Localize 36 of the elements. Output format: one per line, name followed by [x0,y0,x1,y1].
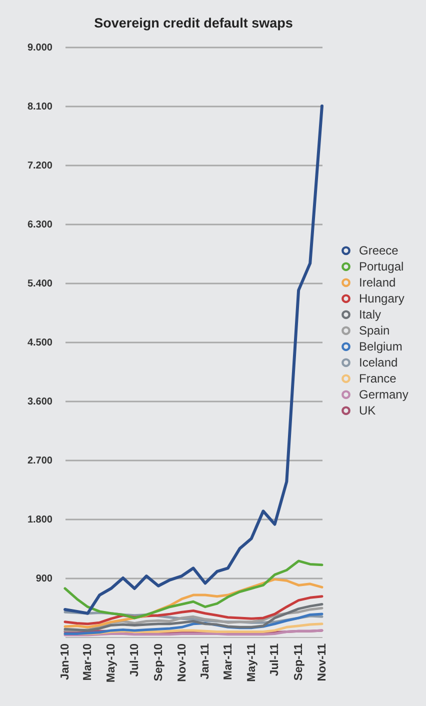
y-tick-label: 1.800 [27,514,53,526]
legend-label: Portugal [359,260,404,274]
x-tick-label: Mar-11 [222,642,234,680]
x-tick-label: Sep-11 [293,642,306,681]
x-tick-label: Sep-10 [152,644,165,682]
x-tick-label: May-11 [246,642,258,682]
legend-label: Belgium [359,340,402,354]
legend-label: Hungary [359,292,404,306]
y-tick-label: 8.100 [27,102,53,112]
x-tick-label: Jan-10 [60,644,72,680]
y-tick-label: 2.700 [27,456,53,466]
x-tick-label: Jul-10 [129,644,142,677]
legend-label: Greece [359,244,399,258]
line-series [64,104,324,615]
x-tick-label: Nov-11 [316,642,328,682]
y-tick-label: 9.000 [27,42,53,54]
x-tick-label: May-10 [106,644,118,682]
y-tick-label: 7.200 [27,160,53,172]
x-tick-label: Nov-10 [176,644,188,682]
y-tick-label: 3.600 [27,396,53,408]
x-tick-label: Jul-11 [269,642,282,676]
legend-label: Spain [359,324,390,338]
legend-label: UK [359,404,376,418]
legend-label: Iceland [359,356,398,370]
legend-label: Germany [359,388,408,402]
x-tick-label: Mar-10 [82,644,94,681]
y-tick-label: 900 [36,574,53,584]
y-tick-label: 4.500 [27,338,53,348]
chart-title: Sovereign credit default swaps [94,16,293,30]
legend-label: Ireland [359,276,396,290]
x-tick-label: Jan-11 [200,642,212,680]
legend-label: France [359,372,397,386]
legend-label: Italy [359,308,382,322]
line-series [64,560,324,620]
y-tick-label: 6.300 [27,220,53,230]
y-tick-label: 5.400 [27,278,53,290]
